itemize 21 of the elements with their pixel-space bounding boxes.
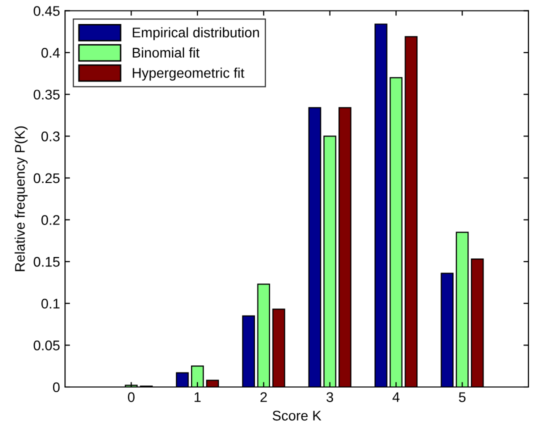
y-tick-label: 0.3 (41, 132, 60, 142)
x-tick-label: 0 (128, 392, 135, 402)
x-tick-label: 3 (326, 392, 334, 402)
legend-label: Empirical distribution (132, 27, 259, 40)
legend-label: Hypergeometric fit (132, 68, 244, 81)
y-tick-label: 0.15 (34, 256, 60, 267)
x-axis-title: Score K (272, 410, 322, 421)
y-tick-label: 0.05 (34, 340, 60, 350)
x-tick-label: 1 (194, 392, 201, 402)
y-axis-title: Relative frequency P(K) (14, 126, 28, 272)
y-tick-label: 0.1 (41, 298, 60, 309)
y-tick-label: 0.25 (34, 173, 60, 184)
y-tick-label: 0.45 (34, 6, 60, 16)
x-tick-label: 4 (392, 392, 400, 402)
y-tick-label: 0.35 (34, 90, 60, 100)
x-tick-label: 5 (458, 392, 466, 402)
x-tick-label: 2 (260, 392, 267, 402)
y-tick-label: 0.2 (41, 215, 60, 225)
y-tick-label: 0 (53, 382, 60, 392)
y-tick-label: 0.4 (41, 48, 60, 58)
legend-label: Binomial fit (132, 47, 200, 58)
